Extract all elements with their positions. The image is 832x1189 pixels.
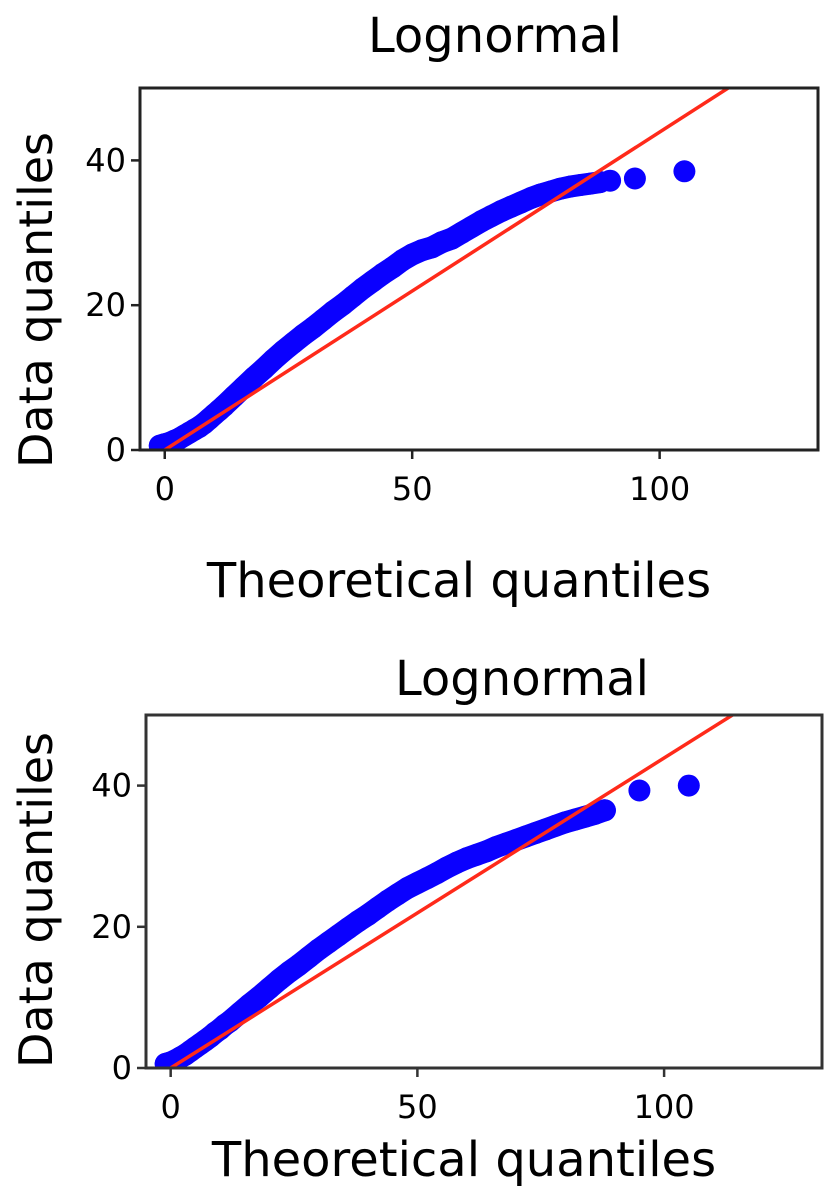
y-tick-label: 40 [85,141,126,179]
y-axis-label: Data quantiles [9,132,63,468]
x-tick-label: 100 [629,470,690,508]
plot-frame [138,86,820,452]
reference-line [163,88,732,450]
y-tick-label: 40 [91,767,132,805]
y-tick-label: 20 [85,286,126,324]
y-tick-label: 0 [106,431,126,469]
data-point [677,774,700,797]
plot-frame [144,713,824,1070]
chart-panel-2: Lognormal 0 50 100 0 20 40 Theoretical quantile… [9,651,824,1188]
reference-line [169,715,736,1068]
x-tick-label: 0 [160,1088,180,1126]
y-tick-label: 0 [112,1049,132,1087]
data-point [623,167,646,190]
x-tick-label: 50 [392,470,433,508]
x-tick-label: 100 [634,1088,695,1126]
data-point [593,799,616,822]
x-axis-label: Theoretical quantiles [206,553,711,609]
data-point [599,169,622,192]
chart-title: Lognormal [368,8,622,64]
chart-title: Lognormal [395,651,649,707]
x-axis-label: Theoretical quantiles [211,1132,716,1188]
data-points [154,774,700,1068]
data-points [148,160,696,450]
chart-panel-1: Lognormal 0 50 100 0 20 40 Theoretical quantile… [9,8,820,609]
data-point [673,160,696,183]
data-point [628,779,651,802]
x-tick-label: 0 [155,470,175,508]
y-tick-label: 20 [91,908,132,946]
x-tick-label: 50 [397,1088,438,1126]
y-axis-label: Data quantiles [9,732,63,1068]
